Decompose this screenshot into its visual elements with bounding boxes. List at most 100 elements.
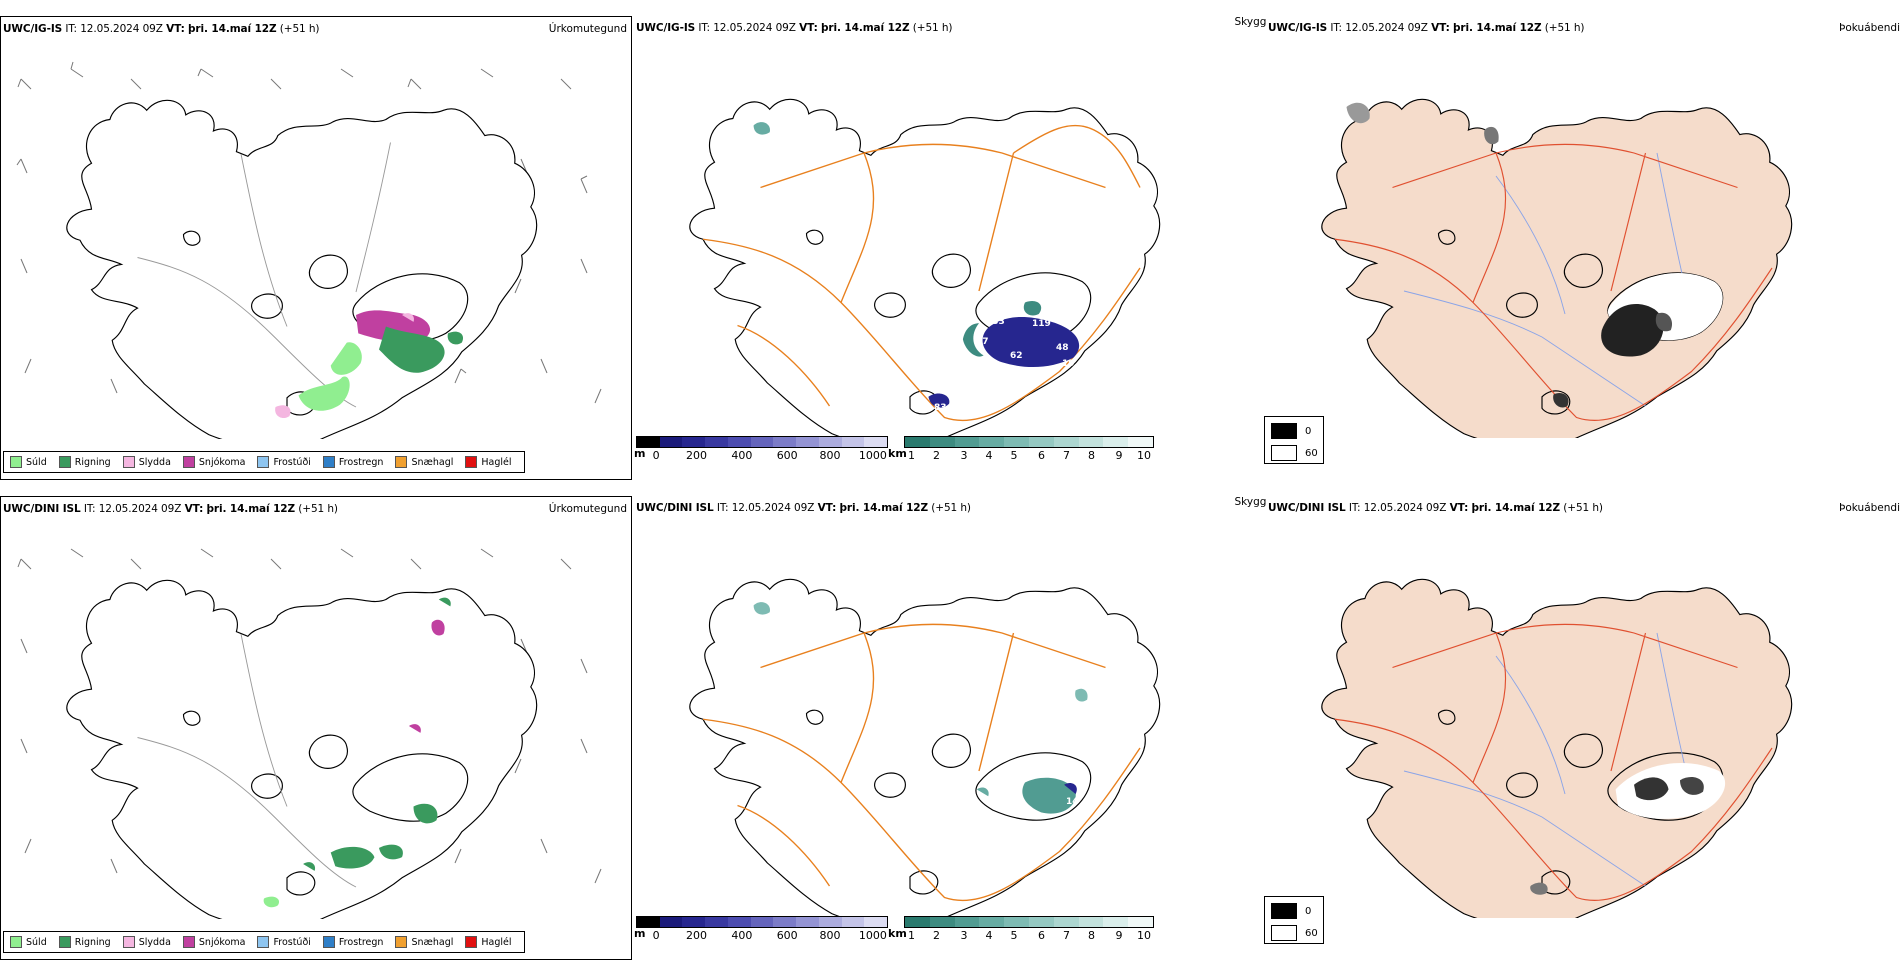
visibility-map: 14 (689, 578, 1161, 918)
colorbar-segment (705, 437, 728, 447)
legend-label: Slydda (138, 456, 171, 468)
lead-time: (+51 h) (1563, 502, 1603, 514)
colorbar-segment (954, 437, 980, 447)
it-value: 12.05.2024 09Z (1363, 502, 1447, 514)
fog-map (1321, 578, 1793, 918)
fog-legend: 0 60 (1264, 416, 1324, 464)
vt-value: þri. 14.maí 12Z (1452, 22, 1542, 34)
panel-header: UWC/DINI ISL IT: 12.05.2024 09Z VT: þri.… (3, 503, 338, 515)
model-name: UWC/DINI ISL (3, 503, 81, 515)
it-label: IT: (1330, 22, 1342, 34)
map-values: 15 233 119 87 62 48 19 83 (934, 253, 1075, 413)
map-value: 48 (1056, 343, 1069, 353)
precip-areas (275, 310, 464, 419)
field-name: Úrkomutegund (548, 503, 627, 515)
it-value: 12.05.2024 09Z (98, 503, 182, 515)
vt-label: VT: (184, 503, 204, 515)
legend-item: Snjókoma (182, 936, 245, 948)
legend-item: Frostregn (322, 456, 383, 468)
visibility-unit: km (888, 447, 907, 460)
model-name: UWC/DINI ISL (636, 502, 714, 514)
panel-visibility-igis: UWC/IG-IS IT: 12.05.2024 09Z VT: þri. 14… (634, 16, 1276, 480)
legend-label: Rigning (74, 456, 111, 468)
colorbar-segment (773, 917, 797, 927)
panel-header: UWC/DINI ISL IT: 12.05.2024 09Z VT: þri.… (1268, 502, 1603, 514)
colorbar-segment (929, 917, 955, 927)
panel-header: UWC/DINI ISL IT: 12.05.2024 09Z VT: þri.… (636, 502, 971, 514)
panel-header: UWC/IG-IS IT: 12.05.2024 09Z VT: þri. 14… (3, 23, 320, 35)
precip-legend: Súld Rigning Slydda Snjókoma Frostúði Fr… (3, 451, 525, 473)
panel-header: UWC/IG-IS IT: 12.05.2024 09Z VT: þri. 14… (1268, 22, 1585, 34)
colorbar-segment (818, 437, 842, 447)
model-name: UWC/IG-IS (3, 23, 63, 35)
fog-legend-item: 60 (1271, 925, 1323, 941)
legend-item: Rigning (58, 456, 111, 468)
colorbar-segment (659, 437, 683, 447)
ceiling-colorbar: m 0 200 400 600 800 1000 (634, 436, 888, 464)
tick: 1000 (858, 449, 887, 462)
legend-item: Rigning (58, 936, 111, 948)
legend-item: Frostregn (322, 936, 383, 948)
colorbar-segment (1028, 917, 1054, 927)
swatch (10, 456, 22, 468)
colorbar-segment (705, 917, 728, 927)
colorbar-segment (1004, 917, 1029, 927)
tick: 800 (819, 449, 841, 462)
legend-label: Snjókoma (198, 456, 246, 468)
colorbar-segment (796, 917, 819, 927)
colorbar-segment (841, 917, 865, 927)
roads (702, 124, 1141, 422)
it-value: 12.05.2024 09Z (80, 23, 163, 35)
colorbar-segment (750, 437, 774, 447)
precip-map (16, 61, 602, 439)
colorbar-segment (954, 917, 980, 927)
model-name: UWC/IG-IS (636, 22, 696, 34)
vt-label: VT: (817, 502, 837, 514)
tick: 200 (685, 449, 707, 462)
colorbar-segment (1078, 437, 1104, 447)
colorbar-segment (727, 917, 751, 927)
legend-item: Snjókoma (182, 456, 246, 468)
vt-value: þri. 14.maí 12Z (206, 503, 295, 515)
it-label: IT: (1348, 502, 1361, 514)
vt-label: VT: (799, 22, 818, 34)
colorbar-segment (637, 437, 660, 447)
it-value: 12.05.2024 09Z (713, 22, 796, 34)
map-value: 233 (986, 317, 1005, 327)
it-label: IT: (83, 503, 96, 515)
colorbar-segment (929, 437, 955, 447)
colorbar-segment (796, 437, 819, 447)
colorbar-segment (841, 437, 865, 447)
precip-map (17, 548, 602, 919)
fog-map (1321, 98, 1793, 438)
field-name: Skyggni (1234, 496, 1277, 508)
tick: 400 (731, 449, 753, 462)
legend-item: Snæhagl (395, 936, 453, 948)
ceiling-colorbar: m 0 200 400 600 800 1000 (634, 916, 888, 944)
wind-barbs (17, 548, 602, 884)
legend-item: Slydda (122, 936, 171, 948)
legend-item: Snæhagl (395, 456, 453, 468)
low-visibility (753, 122, 1080, 408)
field-name: Þokuábendi (1839, 502, 1900, 514)
map-value: 15 (1002, 253, 1015, 263)
lead-time: (+51 h) (279, 23, 320, 35)
map-value: 62 (1010, 351, 1023, 361)
fog-legend: 0 60 (1264, 896, 1324, 944)
vt-label: VT: (1431, 22, 1450, 34)
colorbar-segment (637, 917, 660, 927)
colorbar-segment (979, 917, 1005, 927)
field-name: Þokuábendi (1839, 22, 1900, 34)
colorbar-segment (682, 437, 706, 447)
map-value: 119 (1032, 319, 1051, 329)
colorbar-segment (1053, 917, 1079, 927)
wind-barbs (16, 61, 602, 404)
swatch (182, 456, 195, 468)
map-value: 19 (1062, 359, 1075, 369)
panel-fog-dini: UWC/DINI ISL IT: 12.05.2024 09Z VT: þri.… (1264, 496, 1900, 960)
vt-value: þri. 14.maí 12Z (820, 22, 910, 34)
swatch (58, 456, 71, 468)
